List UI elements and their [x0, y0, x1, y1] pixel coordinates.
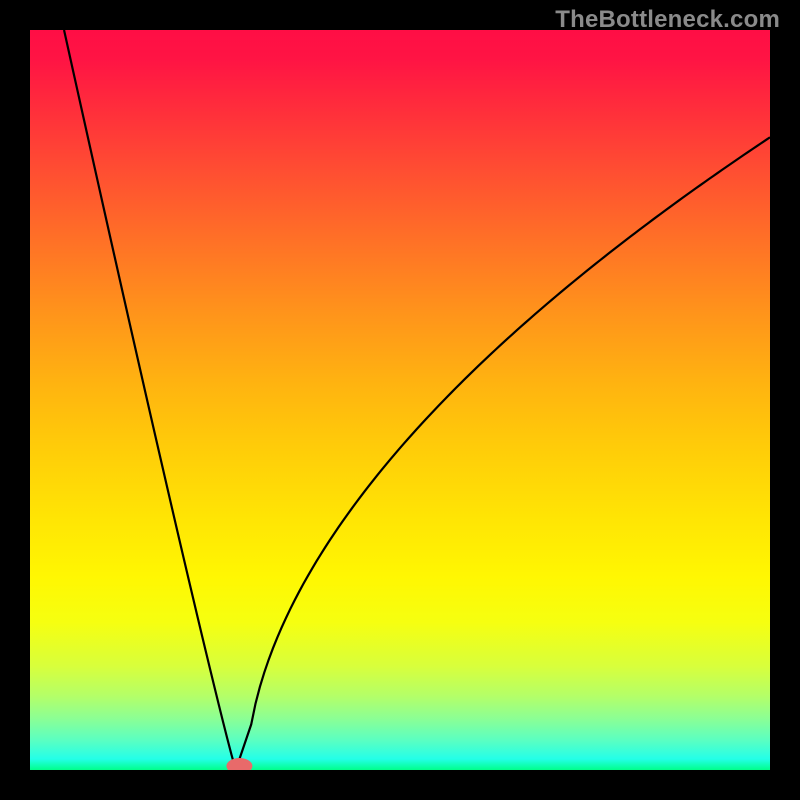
plot-area [30, 30, 770, 774]
gradient-background [30, 30, 770, 770]
watermark-text: TheBottleneck.com [555, 6, 780, 34]
bottleneck-chart [0, 0, 800, 800]
chart-frame: { "canvas": { "width": 800, "height": 80… [0, 0, 800, 800]
